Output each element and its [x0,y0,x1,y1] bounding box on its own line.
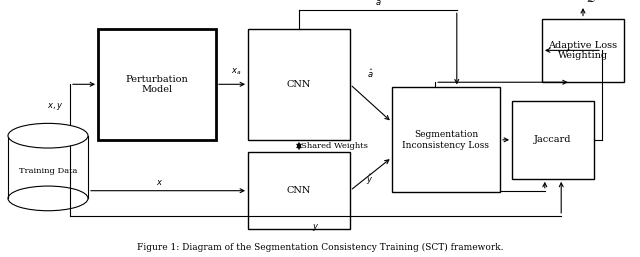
Bar [248,152,350,229]
Text: Segmentation
Inconsistency Loss: Segmentation Inconsistency Loss [403,130,490,150]
Text: $x, y$: $x, y$ [47,101,63,112]
Text: Figure 1: Diagram of the Segmentation Consistency Training (SCT) framework.: Figure 1: Diagram of the Segmentation Co… [137,243,503,252]
Text: $x$: $x$ [156,178,164,187]
Text: CNN: CNN [287,80,311,89]
Bar [248,29,350,140]
Text: Perturbation
Model: Perturbation Model [125,75,188,94]
Text: CNN: CNN [287,186,311,195]
Text: Shared Weights: Shared Weights [301,142,368,150]
Text: $\hat{a}$: $\hat{a}$ [367,68,374,80]
Bar [392,87,500,192]
Text: $\hat{y}$: $\hat{y}$ [366,172,374,187]
Text: $\mathcal{L}$: $\mathcal{L}$ [586,0,596,5]
Bar [542,19,624,82]
Text: $y$: $y$ [312,222,319,233]
Ellipse shape [8,186,88,211]
Text: Jaccard: Jaccard [534,135,572,144]
Text: $x_a$: $x_a$ [231,67,241,77]
Bar [512,101,594,179]
Text: Training Data: Training Data [19,167,77,175]
Text: Adaptive Loss
Weighting: Adaptive Loss Weighting [548,41,618,60]
Bar [98,29,216,140]
Ellipse shape [8,123,88,148]
Text: $a$: $a$ [374,0,381,7]
